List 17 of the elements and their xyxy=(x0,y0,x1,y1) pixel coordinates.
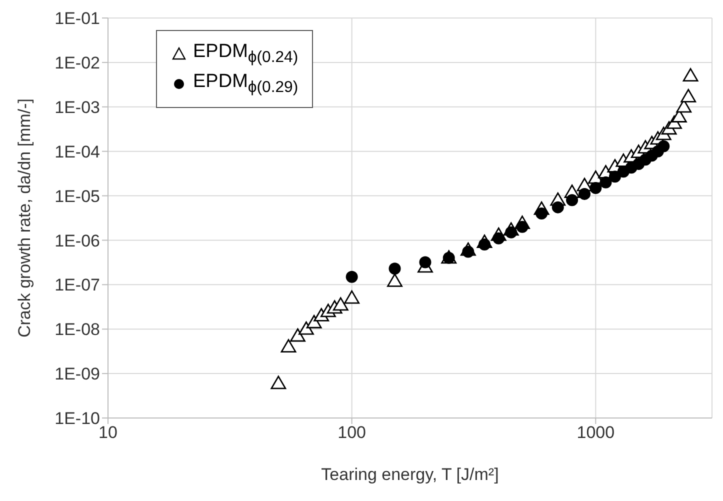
y-tick-label: 1E-10 xyxy=(54,409,100,428)
y-tick-label: 1E-04 xyxy=(54,142,100,162)
y-tick-label: 1E-06 xyxy=(54,231,100,250)
legend-label: EPDM$_{ϕ(0.24)}$ xyxy=(193,41,298,67)
y-tick-label: 1E-09 xyxy=(54,364,100,384)
y-tick-label: 1E-08 xyxy=(54,320,100,340)
y-tick-label: 1E-01 xyxy=(54,9,100,28)
y-tick-label: 1E-03 xyxy=(54,98,100,117)
y-axis-title: Crack growth rate, da/dn [mm/-] xyxy=(15,98,34,338)
y-tick-label: 1E-07 xyxy=(54,276,100,295)
x-tick-label: 1000 xyxy=(576,423,615,442)
y-tick-label: 1E-02 xyxy=(54,53,100,72)
x-tick-label: 10 xyxy=(98,423,118,442)
y-tick-label: 1E-05 xyxy=(54,186,100,206)
legend-label: EPDM$_{ϕ(0.29)}$ xyxy=(193,70,298,97)
x-tick-label: 100 xyxy=(338,423,366,442)
x-axis-title: Tearing energy, T [J/m²] xyxy=(321,465,499,484)
